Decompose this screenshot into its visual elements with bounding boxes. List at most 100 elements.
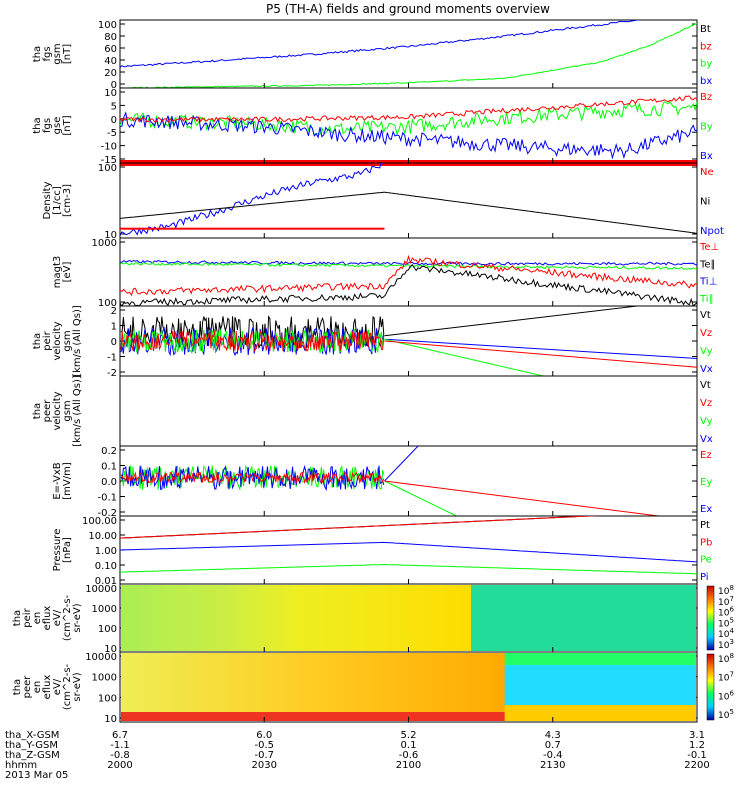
y-axis-label: tha — [12, 679, 23, 695]
legend-Ti⊥: Ti⊥ — [699, 277, 717, 288]
y-tick-label: 1000 — [92, 673, 117, 684]
y-axis-label: eflux — [42, 606, 53, 631]
colorbar-bar — [706, 585, 715, 651]
noise-trace — [120, 330, 385, 353]
series-line-Te⊥ — [120, 254, 697, 297]
colorbar-bar — [706, 653, 715, 721]
axis-row-value: 1.2 — [689, 740, 705, 751]
axis-row-value: 0.7 — [545, 740, 561, 751]
trend-line-Vt — [384, 306, 642, 337]
axis-row-value: 4.3 — [545, 730, 561, 741]
y-axis-label: sr-eV) — [72, 603, 83, 632]
axis-row-value: -0.8 — [110, 750, 130, 761]
y-tick-label: -1 — [107, 353, 117, 364]
y-tick-label: -15 — [101, 155, 117, 166]
y-tick-label: 0.2 — [101, 446, 117, 457]
trend-line-Vx — [384, 338, 697, 359]
series-line-Bz — [120, 95, 697, 123]
heatmap — [121, 585, 696, 651]
y-tick-label: 2 — [111, 306, 117, 317]
legend-Ti∥: Ti∥ — [699, 294, 714, 305]
panel-6: E=-VxB [mV/m] 0.2 0.1 0.0 -0.1 -0.2 Ez Ey Ex — [52, 445, 712, 519]
series-group — [120, 446, 659, 516]
axis-row-value: 2030 — [252, 760, 277, 771]
panel-3: magt3 [eV] 1000 100 Te⊥ Te∥ Ti⊥ Ti∥ — [52, 237, 719, 309]
legend-Te⊥: Te⊥ — [699, 242, 719, 253]
y-tick-label: 1 — [111, 322, 117, 333]
legend-Ez: Ez — [700, 450, 712, 461]
y-tick-label: 100 — [98, 20, 117, 31]
legend-Vx: Vx — [700, 434, 713, 445]
axis-row-label: hhmm — [5, 760, 37, 771]
legend-Pi: Pi — [700, 572, 709, 583]
heatmap-cells — [121, 585, 473, 651]
y-axis-label: [1/cc] — [52, 186, 63, 215]
panel-frame — [119, 515, 698, 585]
y-axis-label: [km/s (All Qs)] — [72, 375, 83, 447]
y-axis-label: en — [32, 681, 43, 694]
y-tick-label: 100 — [98, 298, 117, 309]
panel-frame — [119, 87, 698, 164]
panel-frame — [119, 375, 698, 447]
legend-Bz: Bz — [700, 92, 712, 103]
axis-row-value: 2200 — [684, 760, 709, 771]
legend-Vx: Vx — [700, 364, 713, 375]
series-group — [120, 20, 697, 88]
legend-bx: bx — [700, 76, 712, 87]
panel-4: tha peir velocity gsm [km/s (All Qs)] 2 1 0 -1 -2… — [32, 305, 713, 379]
y-tick-label: 20 — [104, 68, 117, 79]
y-tick-label: 10.00 — [88, 531, 117, 542]
series-group — [120, 95, 697, 160]
y-axis-label: [mV/m] — [62, 462, 73, 500]
legend-Ni: Ni — [700, 197, 710, 208]
y-axis-label: tha — [32, 403, 43, 419]
y-axis-label: en — [32, 612, 43, 625]
legend-Npot: Npot — [700, 226, 724, 237]
y-axis-label: [cm-3] — [62, 184, 73, 217]
y-tick-label: 0 — [111, 80, 117, 91]
y-axis-label: eV/ — [52, 609, 63, 626]
legend-Pt: Pt — [700, 520, 710, 531]
y-axis-label: velocity — [52, 391, 63, 430]
y-axis-label: gsm — [62, 400, 73, 421]
legend-Ex: Ex — [700, 504, 712, 515]
y-tick-label: 1000 — [92, 238, 117, 249]
y-axis-label: fgs — [42, 118, 53, 133]
y-axis-label: eV/ — [52, 678, 63, 695]
y-tick-label: 60 — [104, 44, 117, 55]
y-tick-label: 10 — [104, 714, 117, 725]
y-axis-label: [km/s (All Qs)] — [72, 305, 83, 377]
colorbar-label: 107 — [718, 671, 734, 684]
noise-trace — [120, 328, 385, 355]
legend-Pb: Pb — [700, 537, 712, 548]
axis-row-value: 3.1 — [689, 730, 705, 741]
legend-Ey: Ey — [700, 477, 712, 488]
axis-row-value: 2100 — [396, 760, 421, 771]
y-tick-label: -10 — [101, 142, 117, 153]
panel-7: Pressure [nPa] 100.00 10.00 1.00 0.10 0.01 Pt Pb… — [52, 515, 712, 587]
legend-Bt: Bt — [700, 24, 711, 35]
y-tick-label: 100 — [98, 624, 117, 635]
legend-Vt: Vt — [700, 310, 711, 321]
series-line-by — [120, 23, 697, 88]
y-axis-label: E=-VxB — [52, 462, 63, 499]
legend-Pe: Pe — [700, 555, 712, 566]
plot-title: P5 (TH-A) fields and ground moments over… — [266, 2, 550, 16]
y-tick-label: 10 — [104, 230, 117, 241]
series-line-Te∥ — [120, 263, 697, 306]
panel-frame — [119, 237, 698, 307]
y-tick-label: -2 — [107, 368, 117, 379]
legend-Vy: Vy — [700, 416, 713, 427]
y-axis-label: fgs — [42, 46, 53, 61]
y-tick-label: 1000 — [92, 604, 117, 615]
panel-8: tha peir en eflux eV/(cm^2-s-sr-eV)10000 1000… — [12, 583, 734, 655]
y-tick-label: 10000 — [85, 584, 117, 595]
series-line-Ni — [120, 191, 697, 234]
y-axis-label: (cm^2-s- — [62, 594, 73, 641]
trend-line-Vz — [384, 340, 697, 368]
trend-line-Ez — [384, 480, 659, 516]
heatmap — [121, 653, 696, 721]
